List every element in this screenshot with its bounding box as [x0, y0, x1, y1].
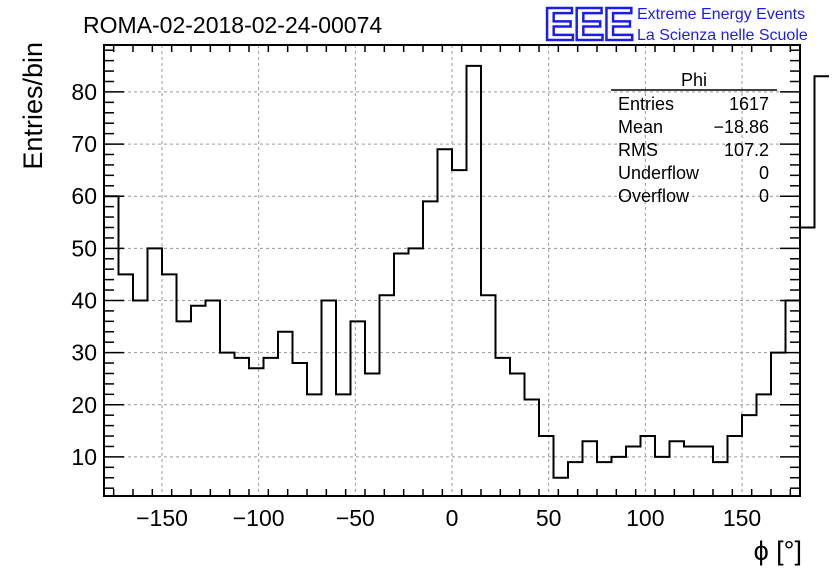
x-axis-label: ϕ [°]	[754, 536, 802, 566]
y-tick-labels: 10 20 30 40 50 60 70 80	[71, 79, 97, 470]
x-tick-label: −50	[336, 505, 375, 531]
stats-row-value: 107.2	[724, 140, 769, 160]
y-axis-label: Entries/bin	[18, 42, 48, 170]
y-tick-label: 10	[71, 444, 97, 470]
y-tick-label: 70	[71, 131, 97, 157]
eee-logo-line1: Extreme Energy Events	[637, 6, 805, 23]
stats-row-value: 0	[759, 163, 769, 183]
eee-logo-line2: La Scienza nelle Scuole	[637, 27, 808, 44]
histogram-line	[104, 64, 829, 479]
stats-row-label: RMS	[618, 140, 658, 160]
x-tick-label: −150	[136, 505, 188, 531]
chart-title: ROMA-02-2018-02-24-00074	[83, 12, 382, 38]
y-tick-label: 20	[71, 392, 97, 418]
stats-row-label: Overflow	[618, 186, 690, 206]
y-tick-label: 50	[71, 235, 97, 261]
x-tick-label: −100	[233, 505, 285, 531]
y-tick-label: 30	[71, 340, 97, 366]
grid	[104, 45, 800, 496]
plot-frame	[103, 44, 801, 497]
y-tick-label: 80	[71, 79, 97, 105]
x-tick-labels: −150 −100 −50 0 50 100 150	[136, 505, 761, 531]
stats-row-label: Entries	[618, 94, 674, 114]
x-tick-label: 0	[446, 505, 459, 531]
x-tick-label: 100	[626, 505, 664, 531]
stats-row-label: Mean	[618, 117, 663, 137]
y-tick-label: 40	[71, 287, 97, 313]
x-tick-label: 50	[536, 505, 562, 531]
eee-logo: EEE Extreme Energy Events La Scienza nel…	[543, 0, 808, 51]
stats-box: Phi Entries 1617 Mean −18.86 RMS 107.2 Underfl…	[611, 70, 777, 206]
stats-box-title: Phi	[681, 70, 707, 90]
axis-ticks	[104, 45, 800, 496]
stats-row-value: 1617	[729, 94, 769, 114]
stats-row-value: −18.86	[713, 117, 769, 137]
stats-row-label: Underflow	[618, 163, 700, 183]
x-tick-label: 150	[723, 505, 761, 531]
stats-row-value: 0	[759, 186, 769, 206]
y-tick-label: 60	[71, 183, 97, 209]
stats-rows: Entries 1617 Mean −18.86 RMS 107.2 Underflow 0 O…	[618, 94, 769, 206]
eee-logo-mark: EEE	[544, 0, 633, 50]
